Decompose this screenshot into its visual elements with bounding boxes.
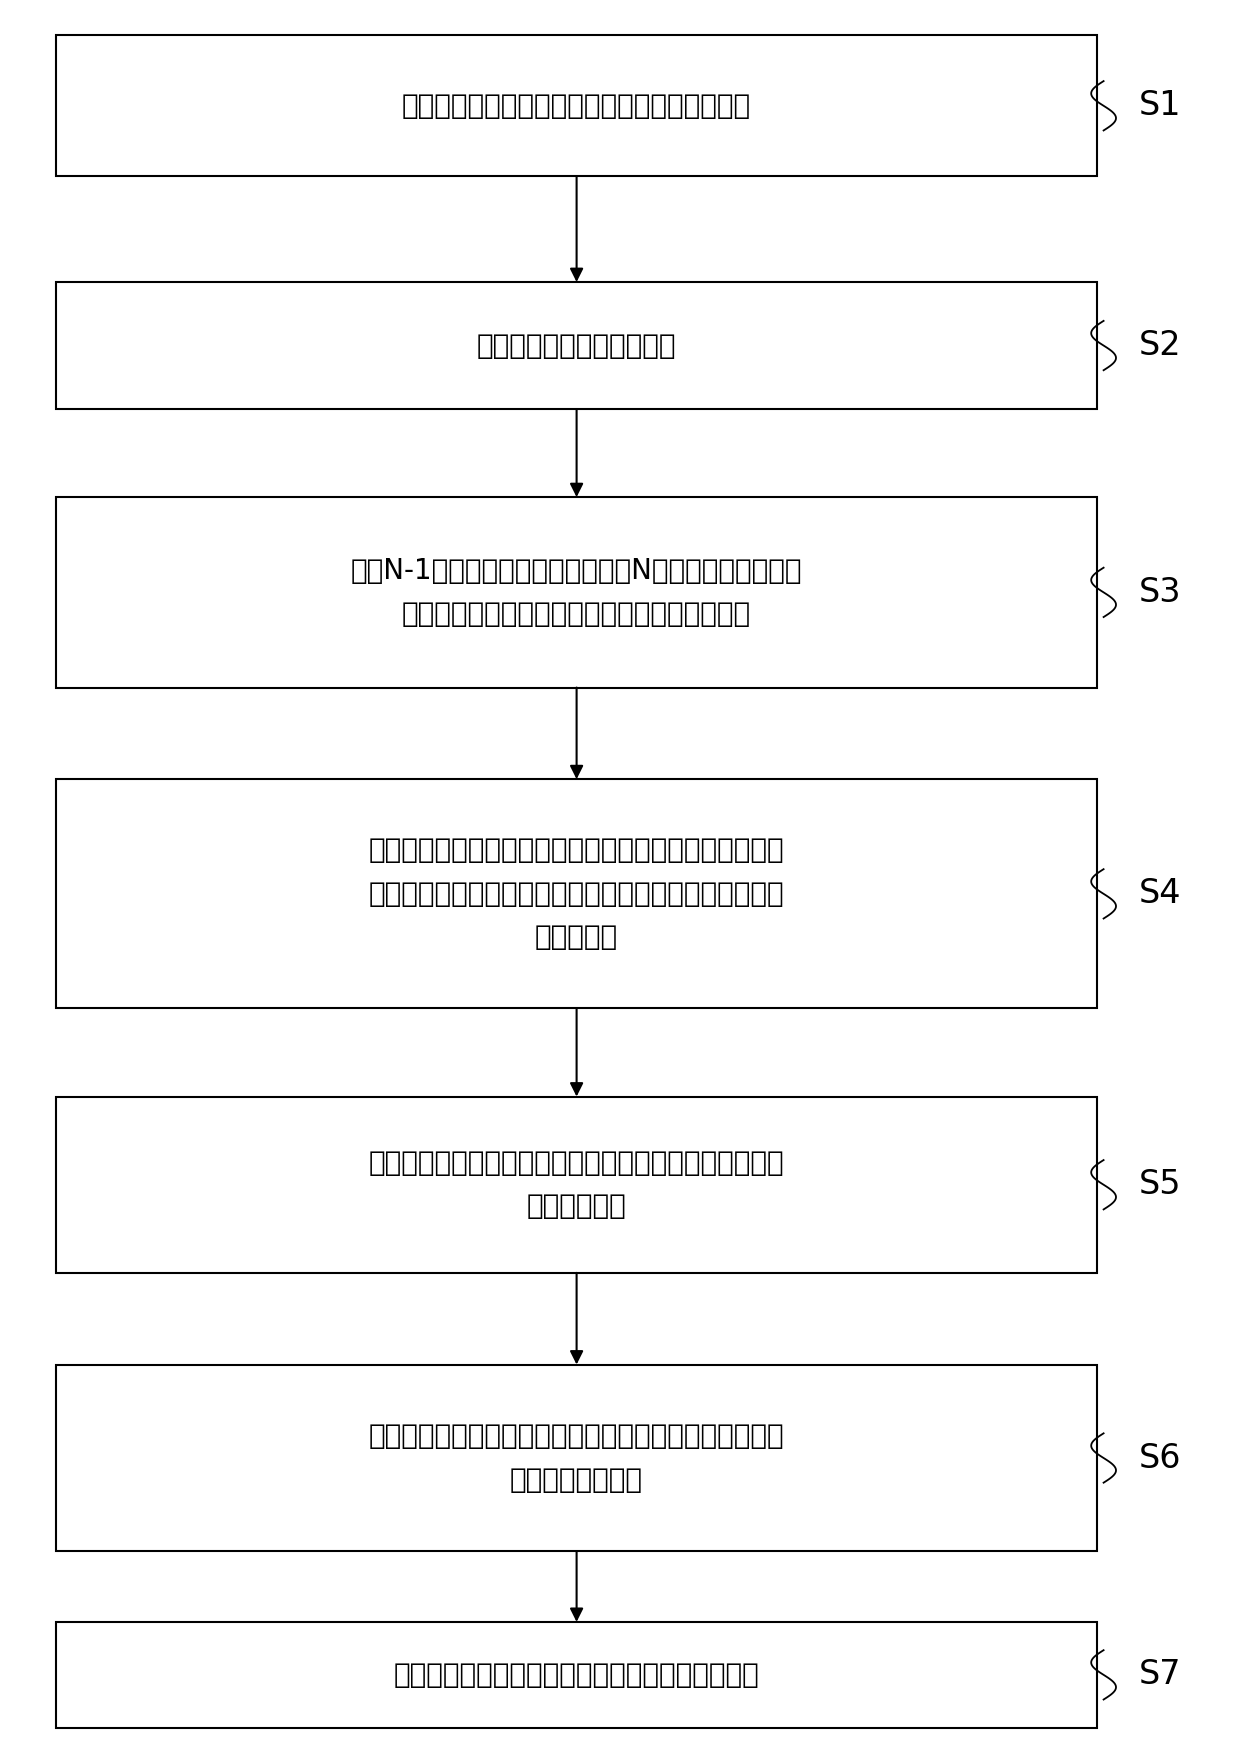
Text: 设定热力系统的状态方程中的压强作为独立变量: 设定热力系统的状态方程中的压强作为独立变量 [402, 92, 751, 120]
Text: 基于能量关系，根据某一节点的换热系数向量和加载在该
节点上的热流计算该节点的坐标向量与饱和压强向量的第
一关系曲线: 基于能量关系，根据某一节点的换热系数向量和加载在该 节点上的热流计算该节点的坐标… [368, 836, 785, 952]
FancyBboxPatch shape [56, 1097, 1097, 1273]
FancyBboxPatch shape [56, 1365, 1097, 1551]
Text: 基于压强关系，计算该节点的坐标向量与饱和压强向量的
第二关系曲线: 基于压强关系，计算该节点的坐标向量与饱和压强向量的 第二关系曲线 [368, 1149, 785, 1220]
FancyBboxPatch shape [56, 1622, 1097, 1728]
FancyBboxPatch shape [56, 779, 1097, 1008]
Text: S7: S7 [1138, 1659, 1180, 1691]
FancyBboxPatch shape [56, 35, 1097, 176]
FancyBboxPatch shape [56, 497, 1097, 688]
Text: 采用N-1个节点将管按照等焓差分为N等分，根据所述饱和
液相普朗特数向量计算各个节点的换热系数向量: 采用N-1个节点将管按照等焓差分为N等分，根据所述饱和 液相普朗特数向量计算各个… [351, 557, 802, 628]
Text: 根据各个节点的坐标参数计算该节点处的换热系数: 根据各个节点的坐标参数计算该节点处的换热系数 [394, 1661, 759, 1689]
Text: S5: S5 [1138, 1169, 1180, 1201]
Text: S3: S3 [1138, 577, 1180, 608]
Text: S2: S2 [1138, 330, 1180, 361]
Text: S1: S1 [1138, 90, 1180, 122]
Text: S4: S4 [1138, 878, 1180, 910]
Text: 计算饱和液相普朗特数向量: 计算饱和液相普朗特数向量 [477, 331, 676, 360]
Text: 根据所述第一关系曲线和所述第二关系曲线的交叉点确定
该节点的坐标参数: 根据所述第一关系曲线和所述第二关系曲线的交叉点确定 该节点的坐标参数 [368, 1423, 785, 1493]
Text: S6: S6 [1138, 1442, 1180, 1474]
FancyBboxPatch shape [56, 282, 1097, 409]
